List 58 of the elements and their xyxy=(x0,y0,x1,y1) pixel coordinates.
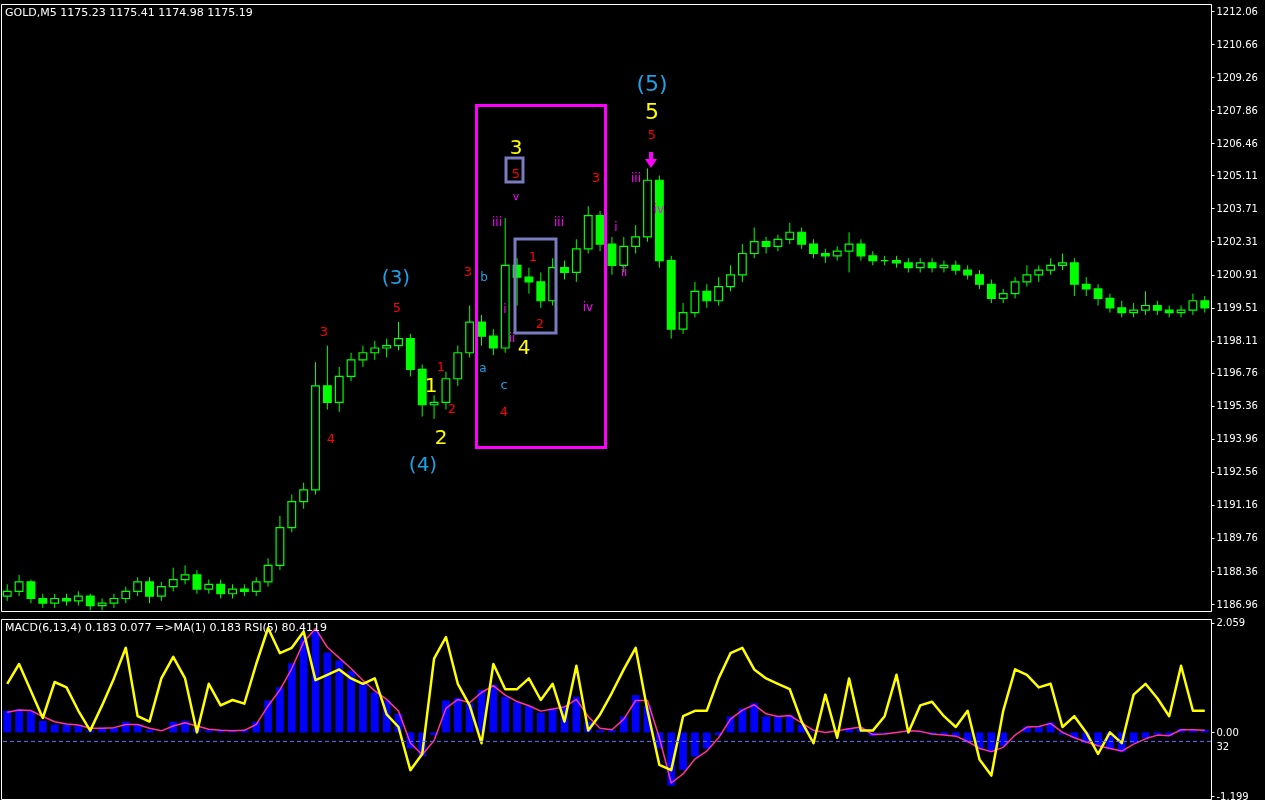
annotation: 5 xyxy=(645,99,659,124)
y-tick-label: 1186.96 xyxy=(1216,598,1258,610)
annotation: a xyxy=(479,361,487,375)
annotation: v xyxy=(512,190,520,203)
y-tick-label: 1192.56 xyxy=(1216,466,1258,478)
annotation: iv xyxy=(653,202,665,216)
y2-tick-label: 32 xyxy=(1216,740,1230,752)
annotation: 3 xyxy=(319,324,329,339)
annotation: 4 xyxy=(517,335,531,359)
annotation: 3 xyxy=(509,135,523,159)
annotation: iii xyxy=(630,171,642,185)
annotation: iv xyxy=(582,300,594,314)
y-tick-label: 1206.46 xyxy=(1216,137,1258,149)
annotation: b xyxy=(480,270,488,284)
y-tick-label: 1207.86 xyxy=(1216,104,1258,116)
annotation: 4 xyxy=(326,431,336,446)
y-tick-label: 1198.11 xyxy=(1216,335,1258,347)
y-tick-label: 1209.26 xyxy=(1216,71,1258,83)
y-tick-label: 1191.16 xyxy=(1216,499,1258,511)
chart-title: GOLD,M5 1175.23 1175.41 1174.98 1175.19 xyxy=(5,6,253,19)
y-tick-label: 1210.66 xyxy=(1216,38,1258,50)
y-tick-label: 1199.51 xyxy=(1216,302,1258,314)
annotation: 3 xyxy=(591,170,601,185)
y-tick-label: 1189.76 xyxy=(1216,532,1258,544)
annotation: i xyxy=(503,302,507,316)
y-tick-label: -1.199 xyxy=(1216,790,1249,800)
annotation: iii xyxy=(491,215,503,229)
annotation: 2 xyxy=(434,425,448,449)
y-tick-label: 1193.96 xyxy=(1216,433,1258,445)
y-tick-label: 0.00 xyxy=(1216,726,1239,738)
annotation: 1 xyxy=(436,359,446,374)
annotation: (4) xyxy=(408,452,438,476)
annotation: 5 xyxy=(392,300,402,315)
annotation: (5) xyxy=(636,71,668,96)
annotation: iii xyxy=(553,215,565,229)
annotation: c xyxy=(500,377,508,392)
y-tick-label: 1188.36 xyxy=(1216,565,1258,577)
y-tick-label: 1203.71 xyxy=(1216,202,1258,214)
annotation: 2 xyxy=(535,316,545,331)
annotation: 5 xyxy=(511,166,521,181)
y-tick-label: 1200.91 xyxy=(1216,269,1258,281)
annotation: i xyxy=(614,220,618,234)
chart-title: MACD(6,13,4) 0.183 0.077 =>MA(1) 0.183 RSI(5) 80.4119 xyxy=(5,621,327,634)
annotation: 2 xyxy=(447,401,457,416)
annotation: 5 xyxy=(647,127,657,142)
y-tick-label: 1196.76 xyxy=(1216,367,1258,379)
y-tick-label: 1202.31 xyxy=(1216,235,1258,247)
annotation: 1 xyxy=(424,373,438,397)
y-tick-label: 2.059 xyxy=(1216,617,1246,629)
annotation: 1 xyxy=(528,249,538,264)
annotation: ii xyxy=(620,265,628,279)
y-tick-label: 1195.36 xyxy=(1216,400,1258,412)
annotation: (3) xyxy=(381,265,411,289)
y-tick-label: 1212.06 xyxy=(1216,5,1258,17)
y-tick-label: 1205.11 xyxy=(1216,169,1258,181)
annotation: ii xyxy=(508,331,516,345)
annotation: 4 xyxy=(499,404,509,419)
annotation: 3 xyxy=(463,264,473,279)
